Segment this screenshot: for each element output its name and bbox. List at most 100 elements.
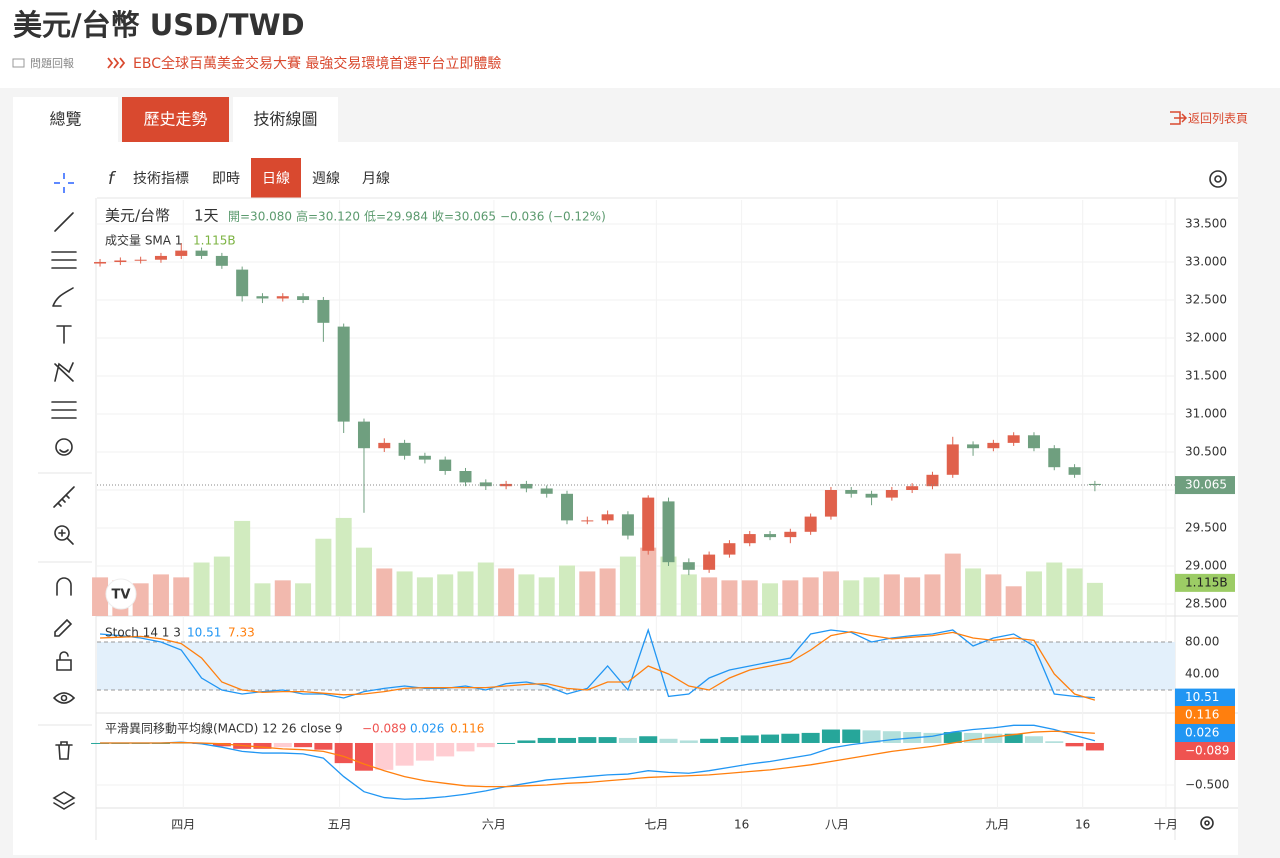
fx-icon: f <box>108 169 117 189</box>
volume-bar <box>599 568 616 616</box>
candle-body <box>418 455 431 460</box>
trendline-tool[interactable] <box>54 212 74 232</box>
candle-body <box>621 514 634 536</box>
candle-body <box>804 516 817 532</box>
back-link[interactable]: 返回列表頁 <box>1188 112 1248 126</box>
volume-bar <box>883 574 900 616</box>
candle-body <box>317 300 330 323</box>
candle-body <box>94 262 107 264</box>
emoji-tool[interactable] <box>55 438 73 456</box>
lock-draw-tool[interactable] <box>54 618 73 637</box>
tab[interactable] <box>233 97 338 142</box>
volume-bar <box>254 583 271 616</box>
lock-tool[interactable] <box>56 651 72 671</box>
volume-bar <box>579 571 596 616</box>
tab-label[interactable]: 總覽 <box>49 110 81 129</box>
macd-histogram-bar <box>984 733 1003 743</box>
axis-settings[interactable] <box>1200 816 1214 830</box>
ohlc-open: 開=30.080 <box>228 210 292 224</box>
back-icon <box>1170 111 1188 125</box>
x-tick-label: 16 <box>1075 818 1090 832</box>
volume-bar <box>559 565 576 616</box>
candle-body <box>357 421 370 449</box>
volume-bar <box>721 580 738 616</box>
svg-text:TV: TV <box>112 588 131 603</box>
interval-button[interactable]: 即時 <box>212 171 240 187</box>
ad-link[interactable]: EBC全球百萬美金交易大賽 最強交易環境首選平台立即體驗 <box>133 55 501 72</box>
x-tick-label: 六月 <box>482 818 506 832</box>
candle-body <box>398 442 411 456</box>
candle-body <box>946 444 959 475</box>
layers-tool[interactable] <box>52 791 76 810</box>
macd-histogram-bar <box>923 732 942 743</box>
macd-histogram-bar <box>862 730 881 743</box>
y-tick-label: 28.500 <box>1185 596 1227 610</box>
volume-bar <box>822 571 839 616</box>
tab[interactable] <box>13 97 118 142</box>
macd-histogram-bar <box>558 737 577 743</box>
candle-body <box>439 459 452 472</box>
visibility-tool[interactable] <box>53 692 76 704</box>
x-tick-label: 八月 <box>825 818 849 832</box>
indicators-button[interactable]: 技術指標 <box>133 171 189 187</box>
macd-histogram-bar <box>842 729 861 743</box>
delete-tool[interactable] <box>55 741 73 760</box>
y-tick-label: −0.500 <box>1185 777 1229 791</box>
macd-histogram-bar <box>212 742 231 747</box>
volume-bar <box>680 574 697 616</box>
y-tick-label: 33.000 <box>1185 255 1227 269</box>
volume-bar <box>92 577 109 616</box>
candle-body <box>215 255 228 266</box>
settings-gear[interactable] <box>1209 170 1227 188</box>
macd-histogram-bar <box>1045 741 1064 743</box>
candle-body <box>276 296 289 299</box>
candle-body <box>885 489 898 498</box>
candle-body <box>723 543 736 555</box>
tab-label[interactable]: 歷史走勢 <box>143 110 207 129</box>
macd-last-label-box <box>1175 724 1235 742</box>
interval-button[interactable]: 週線 <box>312 171 340 187</box>
volume-bar <box>152 574 169 616</box>
text-tool[interactable] <box>56 325 72 344</box>
volume-bar <box>1066 568 1083 616</box>
magnet-tool[interactable] <box>56 577 72 596</box>
zoom-tool[interactable] <box>54 525 74 545</box>
macd-histogram-bar <box>1004 733 1023 743</box>
volume-bar <box>213 556 230 616</box>
volume-bar <box>132 583 149 616</box>
volume-bar <box>193 562 210 616</box>
ruler-tool[interactable] <box>53 486 75 508</box>
signal-last-label-box <box>1175 706 1235 724</box>
volume-bar <box>173 577 190 616</box>
pattern-tool[interactable] <box>54 362 74 382</box>
ohlc-change: −0.036 (−0.12%) <box>500 210 606 224</box>
volume-bar <box>619 556 636 616</box>
candle-body <box>865 493 878 498</box>
candle-body <box>1088 483 1101 486</box>
candle-body <box>134 259 147 261</box>
candle-body <box>642 497 655 551</box>
interval-button[interactable]: 日線 <box>262 171 290 187</box>
brush-tool[interactable] <box>52 287 74 307</box>
macd-histogram-bar <box>314 742 333 750</box>
tab[interactable] <box>122 97 229 142</box>
volume-bar <box>701 577 718 616</box>
volume-bar <box>640 547 657 616</box>
crosshair-tool[interactable] <box>54 173 74 193</box>
fib-tool[interactable] <box>51 251 77 269</box>
macd-histogram-bar <box>1024 736 1043 743</box>
x-tick-label: 五月 <box>328 818 352 832</box>
candle-body <box>764 534 777 538</box>
ohlc-high: 高=30.120 <box>296 209 360 224</box>
tab-label[interactable]: 技術線圖 <box>253 110 317 129</box>
interval-button[interactable]: 月線 <box>362 171 390 187</box>
report-link[interactable]: 問題回報 <box>30 57 74 70</box>
volume-bar <box>315 538 332 616</box>
macd-histogram-bar <box>294 742 313 748</box>
y-tick-label: 40.00 <box>1185 667 1219 681</box>
macd-histogram-bar <box>781 733 800 743</box>
prediction-tool[interactable] <box>51 401 77 419</box>
macd-histogram-bar <box>659 738 678 743</box>
candle-body <box>987 442 1000 449</box>
volume-bar <box>1086 582 1103 616</box>
